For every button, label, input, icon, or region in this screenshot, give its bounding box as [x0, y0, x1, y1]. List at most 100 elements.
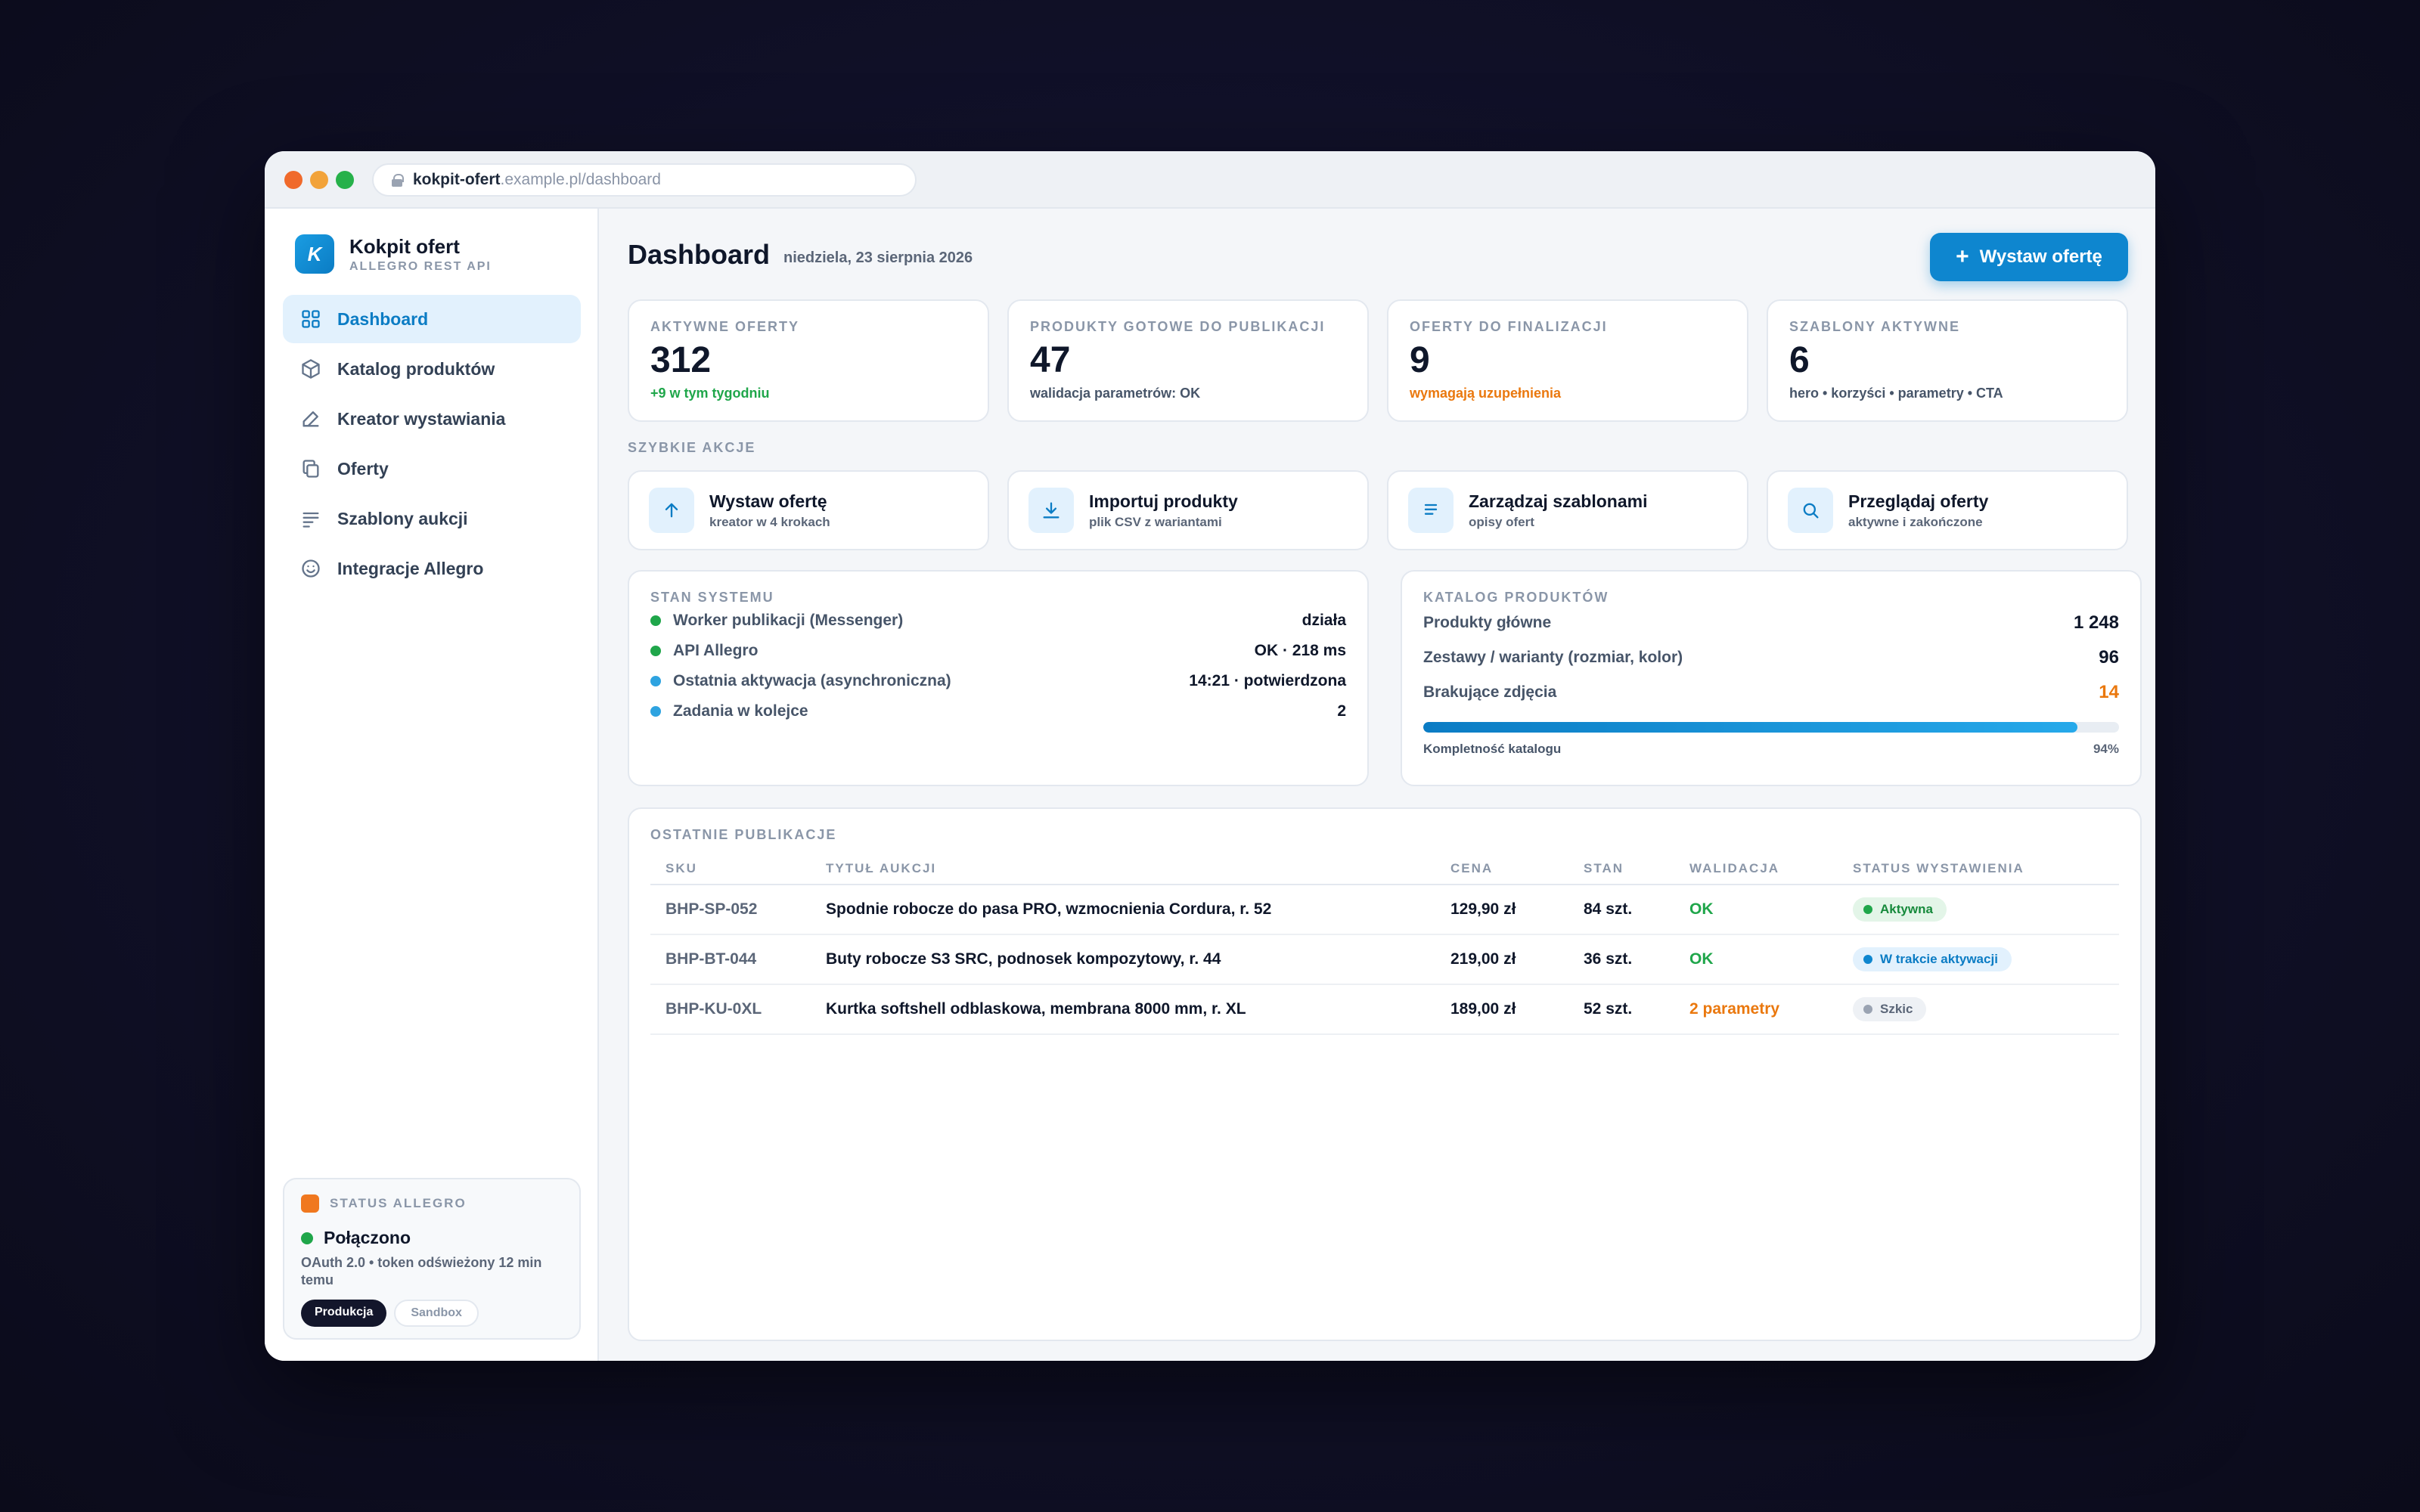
quick-action-subtitle: aktywne i zakończone	[1848, 514, 1983, 529]
address-bar[interactable]: kokpit-ofert .example.pl/dashboard	[372, 163, 917, 197]
title-bar: kokpit-ofert .example.pl/dashboard	[265, 151, 2155, 209]
cell-sku: BHP-BT-044	[650, 934, 811, 985]
plus-icon: +	[1956, 244, 1969, 269]
status-dot-icon	[650, 676, 661, 686]
quick-action-manage-templates[interactable]: Zarządzaj szablonami opisy ofert	[1387, 470, 1748, 550]
pencil-icon	[299, 407, 322, 430]
close-window-button[interactable]	[284, 171, 302, 189]
kpi-value: 6	[1789, 340, 1810, 380]
sidebar-item-listing-wizard[interactable]: Kreator wystawiania	[283, 395, 581, 443]
table-row[interactable]: BHP-KU-0XL Kurtka softshell odblaskowa, …	[650, 984, 2119, 1035]
kpi-card-ready-products[interactable]: PRODUKTY GOTOWE DO PUBLIKACJI 47 walidac…	[1007, 299, 1369, 422]
sidebar-item-label: Katalog produktów	[337, 358, 495, 379]
browser-window: kokpit-ofert .example.pl/dashboard K Kokp…	[265, 151, 2155, 1361]
brand-name: Kokpit ofert	[349, 234, 460, 258]
column-header-title[interactable]: TYTUŁ AUKCJI	[811, 861, 1435, 885]
page-title: Dashboard	[628, 239, 771, 270]
cell-stock: 36 szt.	[1568, 934, 1674, 985]
status-badge: Szkic	[1853, 997, 1927, 1021]
quick-action-title: Zarządzaj szablonami	[1469, 491, 1648, 511]
cell-status: Aktywna	[1838, 885, 2119, 935]
status-dot-icon	[1863, 955, 1872, 964]
kpi-label: OFERTY DO FINALIZACJI	[1410, 319, 1608, 334]
allegro-connection-state: Połączono	[324, 1228, 411, 1247]
table-row[interactable]: BHP-SP-052 Spodnie robocze do pasa PRO, …	[650, 885, 2119, 935]
sidebar-item-templates[interactable]: Szablony aukcji	[283, 494, 581, 543]
system-item-value: działa	[1302, 612, 1346, 629]
env-production-toggle[interactable]: Produkcja	[301, 1300, 387, 1327]
cell-sku: BHP-KU-0XL	[650, 984, 811, 1035]
maximize-window-button[interactable]	[336, 171, 354, 189]
status-badge-label: Szkic	[1880, 1002, 1913, 1016]
sidebar-item-dashboard[interactable]: Dashboard	[283, 295, 581, 343]
system-status-label: STAN SYSTEMU	[650, 590, 774, 605]
system-item-name: Worker publikacji (Messenger)	[673, 612, 904, 629]
sidebar-item-label: Szablony aukcji	[337, 508, 468, 528]
sidebar-item-label: Kreator wystawiania	[337, 408, 506, 429]
column-header-price[interactable]: CENA	[1435, 861, 1568, 885]
status-dot-icon	[650, 706, 661, 717]
catalog-row: Produkty główne 1 248	[1423, 606, 2119, 640]
allegro-status-card: STATUS ALLEGRO Połączono OAuth 2.0 • tok…	[283, 1178, 581, 1340]
main-content: Dashboard niedziela, 23 sierpnia 2026 + …	[599, 209, 2155, 1361]
catalog-item-value: 14	[2099, 682, 2119, 702]
sidebar-item-offers[interactable]: Oferty	[283, 445, 581, 493]
table-row[interactable]: BHP-BT-044 Buty robocze S3 SRC, podnosek…	[650, 934, 2119, 985]
kpi-value: 312	[650, 340, 712, 380]
quick-action-browse-offers[interactable]: Przeglądaj oferty aktywne i zakończone	[1767, 470, 2128, 550]
create-offer-button[interactable]: + Wystaw ofertę	[1930, 233, 2128, 281]
allegro-status-description: OAuth 2.0 • token odświeżony 12 min temu	[301, 1255, 542, 1287]
kpi-card-active-templates[interactable]: SZABLONY AKTYWNE 6 hero • korzyści • par…	[1767, 299, 2128, 422]
sidebar-item-product-catalog[interactable]: Katalog produktów	[283, 345, 581, 393]
column-header-listing-status[interactable]: STATUS WYSTAWIENIA	[1838, 861, 2119, 885]
sidebar-item-allegro-integrations[interactable]: Integracje Allegro	[283, 544, 581, 593]
status-dot-icon	[1863, 905, 1872, 914]
system-status-card: STAN SYSTEMU Worker publikacji (Messenge…	[628, 570, 1369, 786]
quick-actions-label: SZYBKIE AKCJE	[628, 440, 756, 455]
recent-publications-card: OSTATNIE PUBLIKACJE SKU TYTUŁ AUKCJI CEN…	[628, 807, 2142, 1341]
kpi-note: wymagają uzupełnienia	[1410, 386, 1562, 401]
column-header-sku[interactable]: SKU	[650, 861, 811, 885]
download-icon	[1028, 488, 1074, 533]
minimize-window-button[interactable]	[310, 171, 328, 189]
quick-action-title: Wystaw ofertę	[709, 491, 827, 511]
cell-title: Spodnie robocze do pasa PRO, wzmocnienia…	[811, 885, 1435, 935]
status-dot-icon	[650, 646, 661, 656]
recent-publications-label: OSTATNIE PUBLIKACJE	[650, 827, 837, 842]
catalog-completeness-fill	[1423, 722, 2077, 733]
column-header-stock[interactable]: STAN	[1568, 861, 1674, 885]
kpi-note: walidacja parametrów: OK	[1030, 386, 1201, 401]
grid-icon	[299, 308, 322, 330]
system-item-value: OK · 218 ms	[1254, 642, 1346, 659]
env-sandbox-toggle[interactable]: Sandbox	[394, 1300, 479, 1327]
status-dot-icon	[1863, 1005, 1872, 1014]
catalog-completeness-percent: 94%	[2093, 742, 2119, 756]
publications-table: SKU TYTUŁ AUKCJI CENA STAN WALIDACJA STA…	[650, 861, 2119, 1035]
create-offer-label: Wystaw ofertę	[1979, 246, 2102, 267]
quick-action-title: Przeglądaj oferty	[1848, 491, 1989, 511]
status-badge-label: W trakcie aktywacji	[1880, 952, 1998, 966]
brand[interactable]: K Kokpit ofert ALLEGRO REST API	[295, 234, 492, 274]
catalog-label: KATALOG PRODUKTÓW	[1423, 590, 1609, 605]
arrow-up-icon	[649, 488, 694, 533]
cell-price: 189,00 zł	[1435, 984, 1568, 1035]
catalog-item-name: Brakujące zdjęcia	[1423, 683, 1557, 701]
allegro-status-title: STATUS ALLEGRO	[330, 1196, 467, 1210]
quick-action-create-offer[interactable]: Wystaw ofertę kreator w 4 krokach	[628, 470, 989, 550]
cell-validation: OK	[1674, 885, 1838, 935]
brand-logo: K	[295, 234, 334, 274]
quick-action-subtitle: opisy ofert	[1469, 514, 1534, 529]
kpi-card-active-offers[interactable]: AKTYWNE OFERTY 312 +9 w tym tygodniu	[628, 299, 989, 422]
quick-action-title: Importuj produkty	[1089, 491, 1238, 511]
sidebar-item-label: Oferty	[337, 458, 389, 479]
system-item-value: 14:21 · potwierdzona	[1189, 672, 1346, 689]
kpi-card-offers-to-finalize[interactable]: OFERTY DO FINALIZACJI 9 wymagają uzupełn…	[1387, 299, 1748, 422]
kpi-value: 47	[1030, 340, 1071, 380]
sidebar-nav: Dashboard Katalog produktów Kreator wyst…	[283, 295, 581, 594]
quick-action-import-products[interactable]: Importuj produkty plik CSV z wariantami	[1007, 470, 1369, 550]
quick-action-subtitle: plik CSV z wariantami	[1089, 514, 1222, 529]
cell-status: W trakcie aktywacji	[1838, 934, 2119, 985]
cell-validation: 2 parametry	[1674, 984, 1838, 1035]
cell-title: Kurtka softshell odblaskowa, membrana 80…	[811, 984, 1435, 1035]
column-header-validation[interactable]: WALIDACJA	[1674, 861, 1838, 885]
